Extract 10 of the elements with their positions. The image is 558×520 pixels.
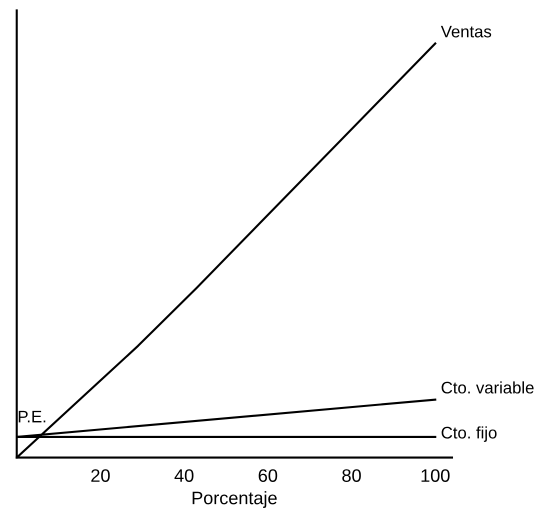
x-axis-title: Porcentaje xyxy=(192,491,277,508)
series-label: Cto. variable xyxy=(442,381,534,394)
annotation: P.E. xyxy=(18,410,46,422)
x-tick-label: 60 xyxy=(258,469,278,482)
series-label: Ventas xyxy=(440,26,492,38)
x-tick-label: 20 xyxy=(91,469,110,482)
x-tick-label: 40 xyxy=(174,469,194,482)
series-label: Cto. fijo xyxy=(442,426,497,442)
x-tick-label: 80 xyxy=(342,469,361,482)
x-tick-label: 100 xyxy=(422,469,450,482)
